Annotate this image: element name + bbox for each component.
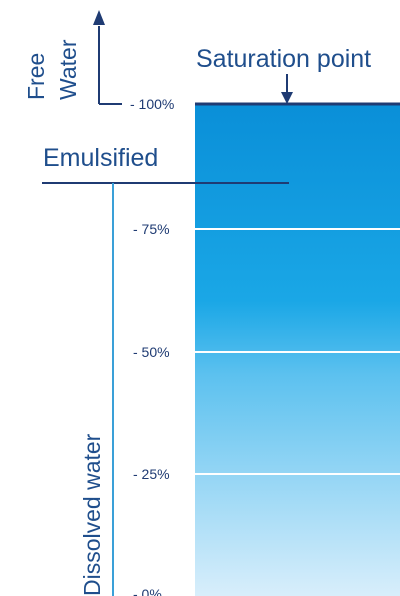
saturation-column <box>195 104 400 596</box>
free-water-label-line2: Water <box>55 39 81 100</box>
tick-label-25: - 25% <box>133 466 170 482</box>
free-water-arrow-head <box>93 10 105 25</box>
tick-label-50: - 50% <box>133 344 170 360</box>
tick-label-75: - 75% <box>133 221 170 237</box>
saturation-arrow-head <box>281 92 293 104</box>
free-water-label-line1: Free <box>23 53 49 100</box>
emulsified-label: Emulsified <box>43 144 158 172</box>
saturation-point-label: Saturation point <box>196 45 371 73</box>
tick-label-0: - 0% <box>133 586 162 596</box>
tick-label-100: - 100% <box>130 96 174 112</box>
dissolved-water-label: Dissolved water <box>79 433 105 596</box>
